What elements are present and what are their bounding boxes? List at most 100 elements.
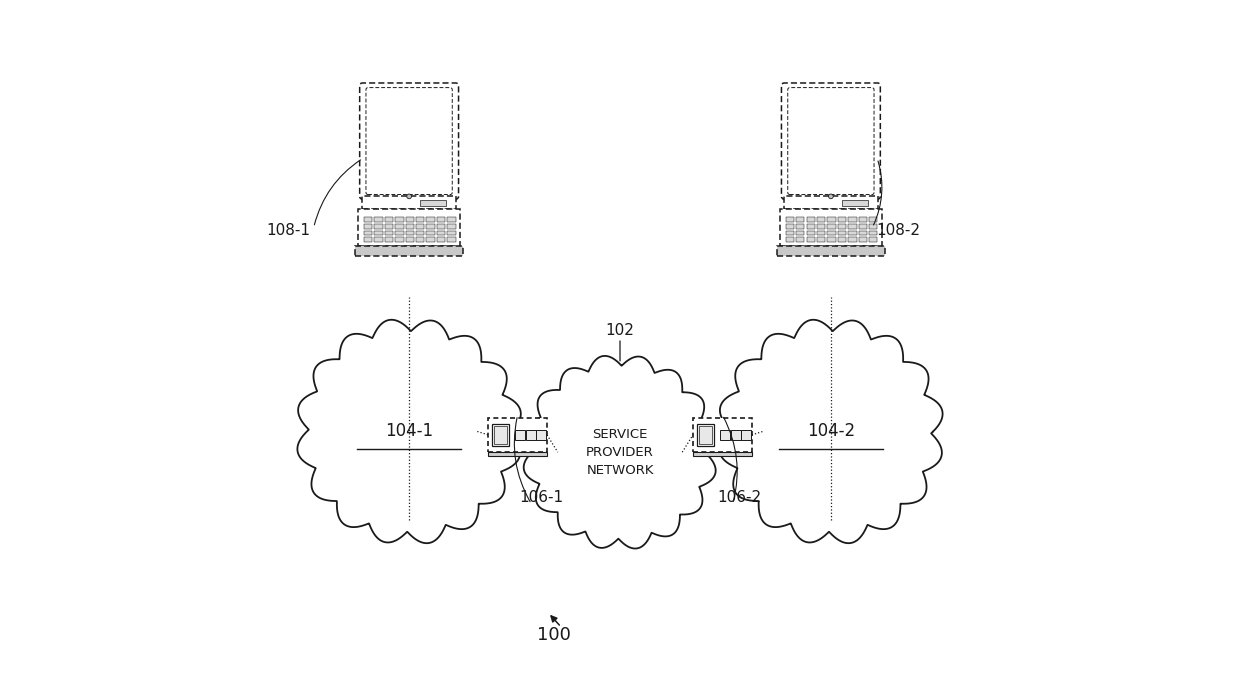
FancyBboxPatch shape <box>516 430 526 440</box>
FancyBboxPatch shape <box>436 238 445 242</box>
FancyBboxPatch shape <box>817 224 826 229</box>
FancyBboxPatch shape <box>838 217 846 222</box>
FancyBboxPatch shape <box>869 224 878 229</box>
FancyBboxPatch shape <box>384 217 393 222</box>
FancyBboxPatch shape <box>415 217 424 222</box>
FancyBboxPatch shape <box>415 231 424 236</box>
FancyBboxPatch shape <box>363 217 372 222</box>
FancyBboxPatch shape <box>384 238 393 242</box>
Text: 104-1: 104-1 <box>386 422 433 441</box>
FancyBboxPatch shape <box>699 426 712 444</box>
FancyBboxPatch shape <box>436 224 445 229</box>
FancyBboxPatch shape <box>405 217 414 222</box>
FancyBboxPatch shape <box>396 224 403 229</box>
FancyBboxPatch shape <box>869 217 878 222</box>
FancyBboxPatch shape <box>858 224 867 229</box>
Circle shape <box>407 194 412 199</box>
FancyBboxPatch shape <box>720 430 730 440</box>
FancyBboxPatch shape <box>526 430 536 440</box>
FancyBboxPatch shape <box>817 217 826 222</box>
FancyBboxPatch shape <box>786 217 794 222</box>
FancyBboxPatch shape <box>827 231 836 236</box>
FancyBboxPatch shape <box>363 231 372 236</box>
FancyBboxPatch shape <box>427 224 435 229</box>
FancyBboxPatch shape <box>827 238 836 242</box>
FancyBboxPatch shape <box>796 231 805 236</box>
Text: 104-2: 104-2 <box>807 422 854 441</box>
FancyBboxPatch shape <box>827 224 836 229</box>
FancyBboxPatch shape <box>858 217 867 222</box>
FancyBboxPatch shape <box>786 224 794 229</box>
FancyBboxPatch shape <box>360 83 459 199</box>
FancyBboxPatch shape <box>436 217 445 222</box>
Text: SERVICE
PROVIDER
NETWORK: SERVICE PROVIDER NETWORK <box>587 428 653 477</box>
Polygon shape <box>298 320 521 543</box>
FancyBboxPatch shape <box>838 224 846 229</box>
FancyBboxPatch shape <box>374 224 383 229</box>
FancyBboxPatch shape <box>806 231 815 236</box>
FancyBboxPatch shape <box>374 238 383 242</box>
Text: 102: 102 <box>605 323 635 338</box>
FancyBboxPatch shape <box>495 426 507 444</box>
FancyBboxPatch shape <box>848 224 857 229</box>
FancyBboxPatch shape <box>415 224 424 229</box>
FancyBboxPatch shape <box>448 231 455 236</box>
FancyBboxPatch shape <box>796 217 805 222</box>
FancyBboxPatch shape <box>806 238 815 242</box>
FancyBboxPatch shape <box>842 200 868 206</box>
FancyBboxPatch shape <box>363 238 372 242</box>
FancyBboxPatch shape <box>396 238 403 242</box>
FancyBboxPatch shape <box>448 217 455 222</box>
FancyBboxPatch shape <box>427 238 435 242</box>
FancyBboxPatch shape <box>817 238 826 242</box>
FancyBboxPatch shape <box>405 231 414 236</box>
FancyBboxPatch shape <box>869 231 878 236</box>
FancyBboxPatch shape <box>366 88 453 194</box>
FancyBboxPatch shape <box>492 424 508 446</box>
FancyBboxPatch shape <box>817 231 826 236</box>
FancyBboxPatch shape <box>780 209 882 246</box>
FancyBboxPatch shape <box>405 224 414 229</box>
FancyBboxPatch shape <box>537 430 547 440</box>
FancyBboxPatch shape <box>489 452 547 456</box>
FancyBboxPatch shape <box>355 246 463 256</box>
FancyBboxPatch shape <box>796 224 805 229</box>
FancyBboxPatch shape <box>697 424 713 446</box>
FancyBboxPatch shape <box>777 246 885 256</box>
FancyBboxPatch shape <box>427 217 435 222</box>
FancyBboxPatch shape <box>786 231 794 236</box>
Text: 106-1: 106-1 <box>520 490 564 505</box>
FancyBboxPatch shape <box>436 231 445 236</box>
FancyBboxPatch shape <box>448 238 455 242</box>
FancyBboxPatch shape <box>869 238 878 242</box>
FancyBboxPatch shape <box>420 200 446 206</box>
FancyBboxPatch shape <box>838 238 846 242</box>
Circle shape <box>828 194 833 199</box>
FancyBboxPatch shape <box>784 197 878 209</box>
FancyBboxPatch shape <box>787 88 874 194</box>
FancyBboxPatch shape <box>363 224 372 229</box>
FancyBboxPatch shape <box>730 430 740 440</box>
FancyBboxPatch shape <box>848 231 857 236</box>
FancyBboxPatch shape <box>374 217 383 222</box>
FancyBboxPatch shape <box>806 224 815 229</box>
FancyBboxPatch shape <box>374 231 383 236</box>
FancyBboxPatch shape <box>742 430 751 440</box>
FancyBboxPatch shape <box>827 217 836 222</box>
FancyBboxPatch shape <box>384 231 393 236</box>
Polygon shape <box>523 356 717 549</box>
FancyBboxPatch shape <box>796 238 805 242</box>
Text: 100: 100 <box>537 627 572 645</box>
FancyBboxPatch shape <box>448 224 455 229</box>
FancyBboxPatch shape <box>858 238 867 242</box>
Text: 106-2: 106-2 <box>718 490 761 505</box>
FancyBboxPatch shape <box>489 418 547 452</box>
Text: 108-2: 108-2 <box>875 224 920 238</box>
FancyBboxPatch shape <box>427 231 435 236</box>
FancyBboxPatch shape <box>384 224 393 229</box>
Text: 108-1: 108-1 <box>267 224 310 238</box>
FancyBboxPatch shape <box>693 418 751 452</box>
FancyBboxPatch shape <box>858 231 867 236</box>
FancyBboxPatch shape <box>358 209 460 246</box>
FancyBboxPatch shape <box>838 231 846 236</box>
